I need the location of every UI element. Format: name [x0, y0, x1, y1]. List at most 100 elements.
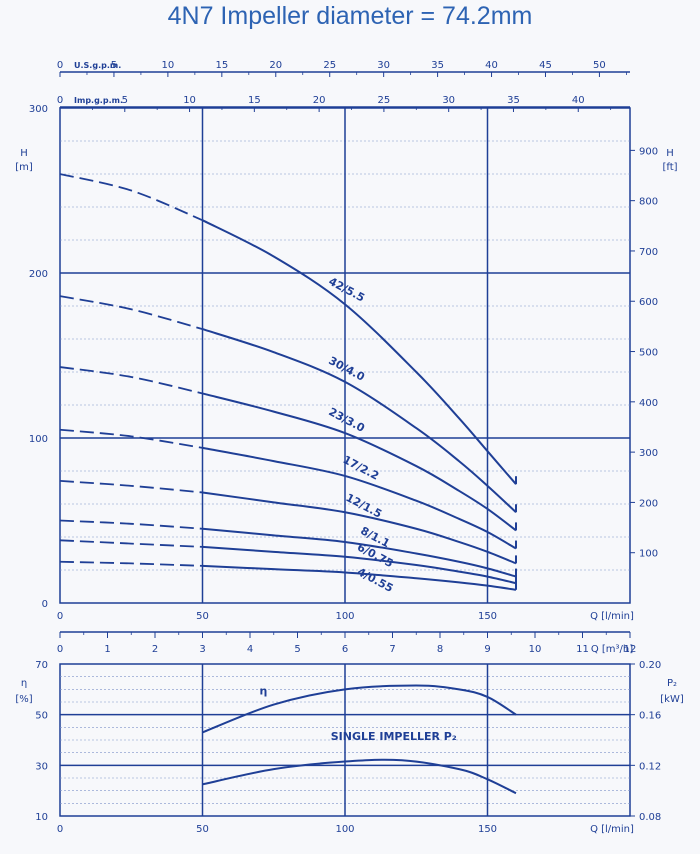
top-scale-tick-label: 25 [323, 60, 336, 71]
top-scale-tick-label: 35 [431, 60, 444, 71]
y-left-tick-label: 0 [42, 599, 48, 610]
top-scale-tick-label: 25 [378, 95, 391, 106]
eff-x-tick-label: 0 [57, 824, 63, 835]
top-scale-tick-label: 5 [111, 60, 117, 71]
top-scale-tick-label: 15 [248, 95, 261, 106]
top-scale-tick-label: 0 [57, 95, 63, 106]
x-tick-label: 100 [335, 611, 354, 622]
eff-y-axis-label: η [21, 678, 27, 689]
y-right-tick-label: 600 [639, 297, 658, 308]
y-left-axis-label: H [20, 148, 28, 159]
head-curve-12/1.5 [202, 491, 517, 565]
m3h-tick-label: 5 [294, 644, 300, 655]
y-left-tick-label: 100 [29, 434, 48, 445]
top-scale-tick-label: 10 [183, 95, 196, 106]
y-right-axis-label: H [666, 148, 674, 159]
m3h-tick-label: 8 [437, 644, 443, 655]
curve-label-42/5.5: 42/5.5 [326, 275, 366, 305]
p2-tick-label: 0.12 [639, 761, 661, 772]
eff-curve-SINGLE IMPELLER P₂ [202, 758, 517, 795]
eff-x-tick-label: 50 [196, 824, 209, 835]
top-scale-tick-label: 20 [269, 60, 282, 71]
top-scale-tick-label: 5 [122, 95, 128, 106]
eff-x-axis-label: Q [l/min] [590, 824, 634, 835]
head-curve-8/1.1 [202, 527, 517, 578]
m3h-tick-label: 2 [152, 644, 158, 655]
m3h-tick-label: 6 [342, 644, 348, 655]
m3h-tick-label: 3 [199, 644, 205, 655]
top-scale-tick-label: 30 [442, 95, 455, 106]
eff-curve-η [202, 684, 517, 734]
p2-tick-label: 0.16 [639, 711, 661, 722]
eff-y-tick-label: 10 [35, 812, 48, 823]
m3h-tick-label: 10 [529, 644, 542, 655]
y-left-axis-unit: [m] [15, 162, 33, 173]
curve-label-23/3.0: 23/3.0 [326, 405, 367, 435]
head-curve-dashed-30/4.0 [59, 295, 203, 330]
head-curve-30/4.0 [202, 328, 517, 513]
page-title: 4N7 Impeller diameter = 74.2mm [167, 2, 533, 30]
y-left-tick-label: 300 [29, 104, 48, 115]
m3h-tick-label: 7 [389, 644, 395, 655]
x-tick-label: 150 [478, 611, 497, 622]
x-tick-label: 0 [57, 611, 63, 622]
y-right-tick-label: 400 [639, 398, 658, 409]
eff-curve-label: SINGLE IMPELLER P₂ [331, 730, 457, 743]
top-scale-tick-label: 10 [162, 60, 175, 71]
top-scale-tick-label: 40 [572, 95, 585, 106]
m3h-tick-label: 9 [484, 644, 490, 655]
y-right-tick-label: 700 [639, 247, 658, 258]
top-scale-tick-label: 45 [539, 60, 552, 71]
m3h-tick-label: 4 [247, 644, 253, 655]
head-curve-17/2.2 [202, 446, 517, 550]
top-scale-tick-label: 50 [593, 60, 606, 71]
head-curve-dashed-12/1.5 [59, 480, 203, 494]
y-right-tick-label: 800 [639, 197, 658, 208]
head-curve-dashed-4/0.55 [59, 560, 203, 567]
eff-y-tick-label: 30 [35, 761, 48, 772]
curve-label-17/2.2: 17/2.2 [341, 453, 381, 483]
eff-y-axis-unit: [%] [15, 694, 32, 705]
eff-x-tick-label: 100 [335, 824, 354, 835]
m3h-axis-label: Q [m³/h] [591, 644, 633, 655]
curve-label-30/4.0: 30/4.0 [326, 354, 367, 384]
top-scale-tick-label: 20 [313, 95, 326, 106]
top-scale-tick-label: 0 [57, 60, 63, 71]
m3h-tick-label: 12 [624, 644, 637, 655]
top-scale-tick-label: 15 [215, 60, 228, 71]
head-curve-dashed-8/1.1 [59, 519, 203, 530]
head-curve-4/0.55 [202, 564, 517, 591]
y-left-tick-label: 200 [29, 269, 48, 280]
p2-tick-label: 0.20 [639, 660, 661, 671]
eff-y-tick-label: 70 [35, 660, 48, 671]
top-scale-tick-label: 35 [507, 95, 520, 106]
y-right-tick-label: 100 [639, 549, 658, 560]
eff-x-tick-label: 150 [478, 824, 497, 835]
x-axis-label: Q [l/min] [590, 611, 634, 622]
eff-curve-label: η [260, 684, 268, 697]
y-right-tick-label: 900 [639, 146, 658, 157]
x-tick-label: 50 [196, 611, 209, 622]
eff-y-tick-label: 50 [35, 711, 48, 722]
head-curve-dashed-6/0.75 [59, 539, 203, 548]
top-scale-tick-label: 40 [485, 60, 498, 71]
p2-tick-label: 0.08 [639, 812, 661, 823]
head-curve-23/3.0 [202, 392, 517, 532]
p2-axis-label: P₂ [667, 678, 677, 689]
top-scale-tick-label: 30 [377, 60, 390, 71]
y-right-tick-label: 500 [639, 348, 658, 359]
head-curve-dashed-23/3.0 [59, 366, 203, 395]
head-curve-dashed-42/5.5 [59, 173, 203, 222]
top-scale-label: Imp.g.p.m. [74, 96, 123, 105]
m3h-tick-label: 0 [57, 644, 63, 655]
head-curve-dashed-17/2.2 [59, 428, 203, 449]
top-scale-label: U.S.g.p.m. [74, 61, 121, 70]
y-right-axis-unit: [ft] [662, 162, 677, 173]
m3h-tick-label: 1 [104, 644, 110, 655]
y-right-tick-label: 300 [639, 448, 658, 459]
p2-axis-unit: [kW] [660, 694, 684, 705]
head-curve-42/5.5 [202, 219, 517, 485]
head-curve-6/0.75 [202, 545, 517, 585]
y-right-tick-label: 200 [639, 498, 658, 509]
